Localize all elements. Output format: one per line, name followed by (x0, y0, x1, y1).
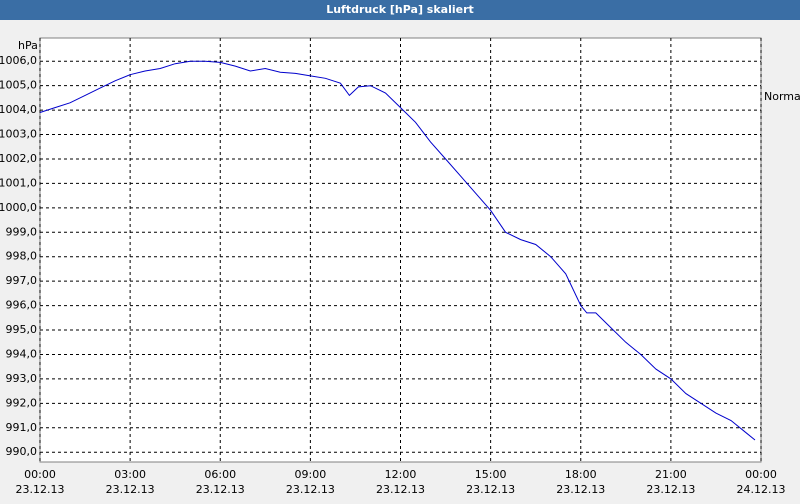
y-tick-label: 1000,0 (0, 201, 37, 214)
x-tick-label: 09:00 (295, 468, 327, 481)
chart-title: Luftdruck [hPa] skaliert (326, 3, 474, 16)
x-tick-date: 23.12.13 (106, 483, 155, 496)
x-tick-date: 24.12.13 (737, 483, 786, 496)
x-tick-date: 23.12.13 (466, 483, 515, 496)
y-tick-label: 1001,0 (0, 176, 37, 189)
x-tick-date: 23.12.13 (376, 483, 425, 496)
title-bar (0, 0, 800, 20)
y-tick-label: 992,0 (6, 396, 38, 409)
x-tick-date: 23.12.13 (556, 483, 605, 496)
x-tick-label: 12:00 (385, 468, 417, 481)
y-tick-label: 1004,0 (0, 103, 37, 116)
x-tick-label: 03:00 (114, 468, 146, 481)
x-tick-date: 23.12.13 (16, 483, 65, 496)
data-line (39, 60, 756, 441)
y-tick-label: 994,0 (6, 347, 38, 360)
y-tick-label: 996,0 (6, 299, 38, 312)
x-tick-label: 06:00 (204, 468, 236, 481)
x-tick-label: 00:00 (745, 468, 777, 481)
y-tick-label: 999,0 (6, 225, 38, 238)
y-tick-label: 997,0 (6, 274, 38, 287)
x-tick-date: 23.12.13 (196, 483, 245, 496)
x-tick-label: 00:00 (24, 468, 56, 481)
y-tick-label: 998,0 (6, 250, 38, 263)
y-unit: hPa (18, 39, 38, 52)
y-tick-label: 1006,0 (0, 54, 37, 67)
y-tick-label: 1002,0 (0, 152, 37, 165)
y-tick-label: 991,0 (6, 421, 38, 434)
x-tick-label: 15:00 (475, 468, 507, 481)
legend-label: Normal (764, 90, 800, 103)
y-tick-label: 1003,0 (0, 128, 37, 141)
y-tick-label: 995,0 (6, 323, 38, 336)
x-tick-label: 21:00 (655, 468, 687, 481)
x-tick-label: 18:00 (565, 468, 597, 481)
x-tick-date: 23.12.13 (286, 483, 335, 496)
y-tick-label: 990,0 (6, 445, 38, 458)
y-tick-label: 1005,0 (0, 79, 37, 92)
y-tick-label: 993,0 (6, 372, 38, 385)
x-tick-date: 23.12.13 (646, 483, 695, 496)
